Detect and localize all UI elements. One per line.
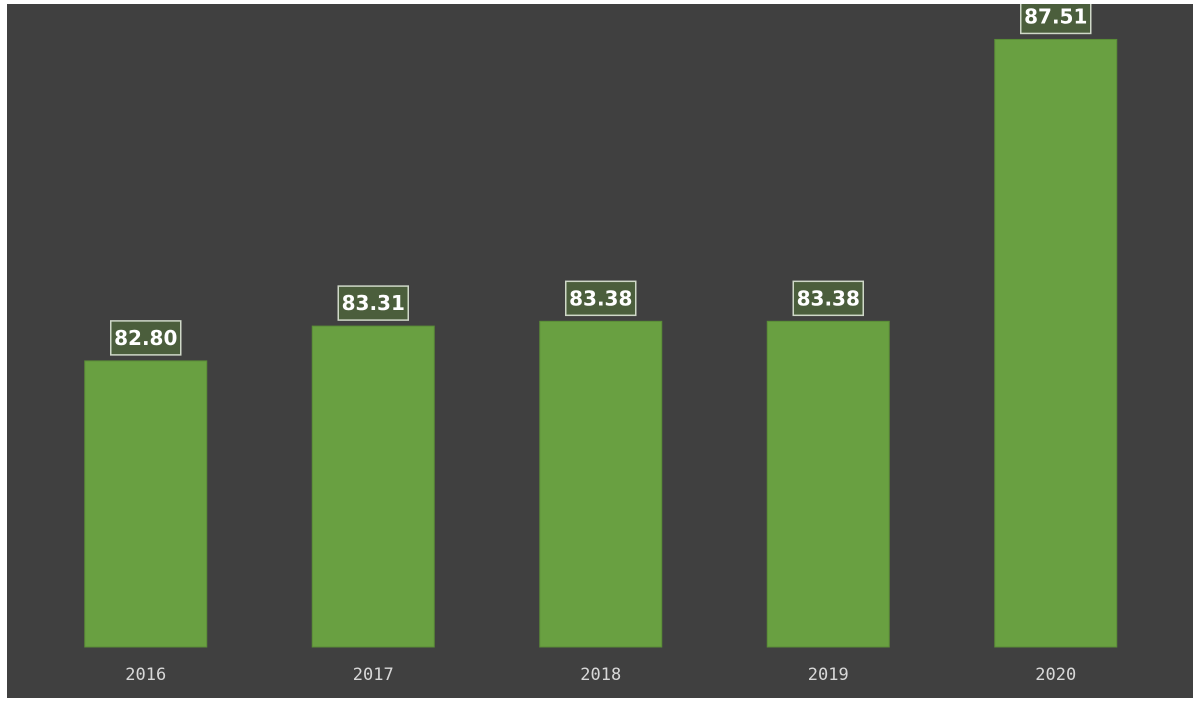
bar-2020 (994, 38, 1118, 648)
bar-2018 (539, 320, 663, 648)
x-tick-label-2017: 2017 (353, 665, 394, 685)
data-label-2020: 87.51 (1024, 4, 1087, 28)
bar-2019 (766, 320, 890, 648)
data-label-2018: 83.38 (569, 286, 632, 310)
data-label-2019: 83.38 (797, 286, 860, 310)
data-label-box-2016 (110, 320, 182, 356)
data-label-box-2020 (1020, 4, 1092, 35)
x-axis-ticks: 2016 2017 2018 2019 2020 (125, 665, 1076, 685)
bar-2017 (311, 325, 435, 648)
x-tick-label-2019: 2019 (808, 665, 849, 685)
bar-2016 (84, 360, 208, 648)
x-tick-label-2020: 2020 (1035, 665, 1076, 685)
data-label-box-2019 (792, 280, 864, 317)
data-label-box-2017 (337, 285, 409, 321)
x-tick-label-2016: 2016 (125, 665, 166, 685)
data-label-2017: 83.31 (342, 291, 405, 315)
chart-frame: 82.80 83.31 83.38 83.38 87.51 2016 2017 2018 20… (7, 4, 1193, 698)
bars-layer (84, 38, 1118, 648)
data-label-2016: 82.80 (114, 326, 177, 350)
data-label-box-2018 (565, 280, 637, 317)
x-tick-label-2018: 2018 (580, 665, 621, 685)
data-labels-layer: 82.80 83.31 83.38 83.38 87.51 (110, 4, 1092, 356)
